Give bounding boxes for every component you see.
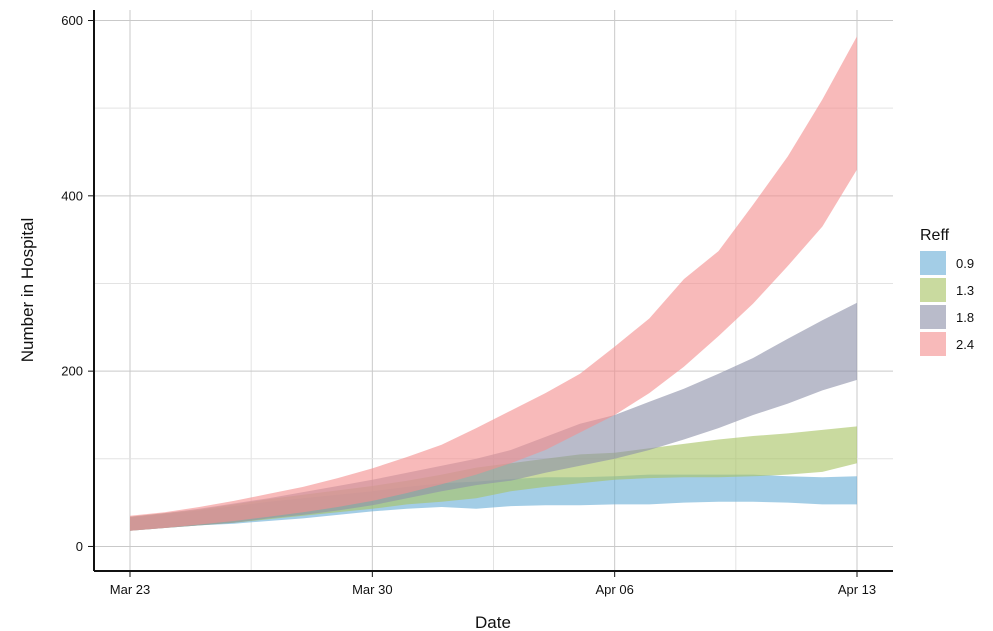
y-tick-label: 600 — [61, 13, 83, 28]
ribbon-reff-0.9 — [130, 474, 857, 531]
ribbons — [130, 36, 857, 531]
legend-title: Reff — [920, 227, 950, 244]
y-tick-label: 0 — [76, 539, 83, 554]
legend-swatch-1.8 — [920, 305, 946, 329]
x-tick-label: Apr 13 — [838, 582, 876, 597]
legend-label-1.3: 1.3 — [956, 283, 974, 298]
legend-label-2.4: 2.4 — [956, 337, 974, 352]
tick-labels: 0 200 400 600 Mar 23 Mar 30 Apr 06 Apr 13 — [61, 13, 876, 597]
x-axis-title: Date — [475, 613, 511, 631]
ribbon-reff-2.4 — [130, 36, 857, 531]
legend-swatch-0.9 — [920, 251, 946, 275]
ribbon-reff-1.8 — [130, 302, 857, 531]
y-axis-title: Number in Hospital — [18, 218, 37, 363]
y-tick-label: 400 — [61, 188, 83, 203]
y-tick-label: 200 — [61, 364, 83, 379]
x-tick-label: Mar 23 — [110, 582, 150, 597]
legend-label-0.9: 0.9 — [956, 256, 974, 271]
legend-swatch-2.4 — [920, 332, 946, 356]
axes — [93, 10, 893, 572]
legend: Reff 0.9 1.3 1.8 2.4 — [920, 227, 974, 356]
x-tick-label: Mar 30 — [352, 582, 392, 597]
legend-label-1.8: 1.8 — [956, 310, 974, 325]
x-tick-label: Apr 06 — [596, 582, 634, 597]
legend-swatch-1.3 — [920, 278, 946, 302]
